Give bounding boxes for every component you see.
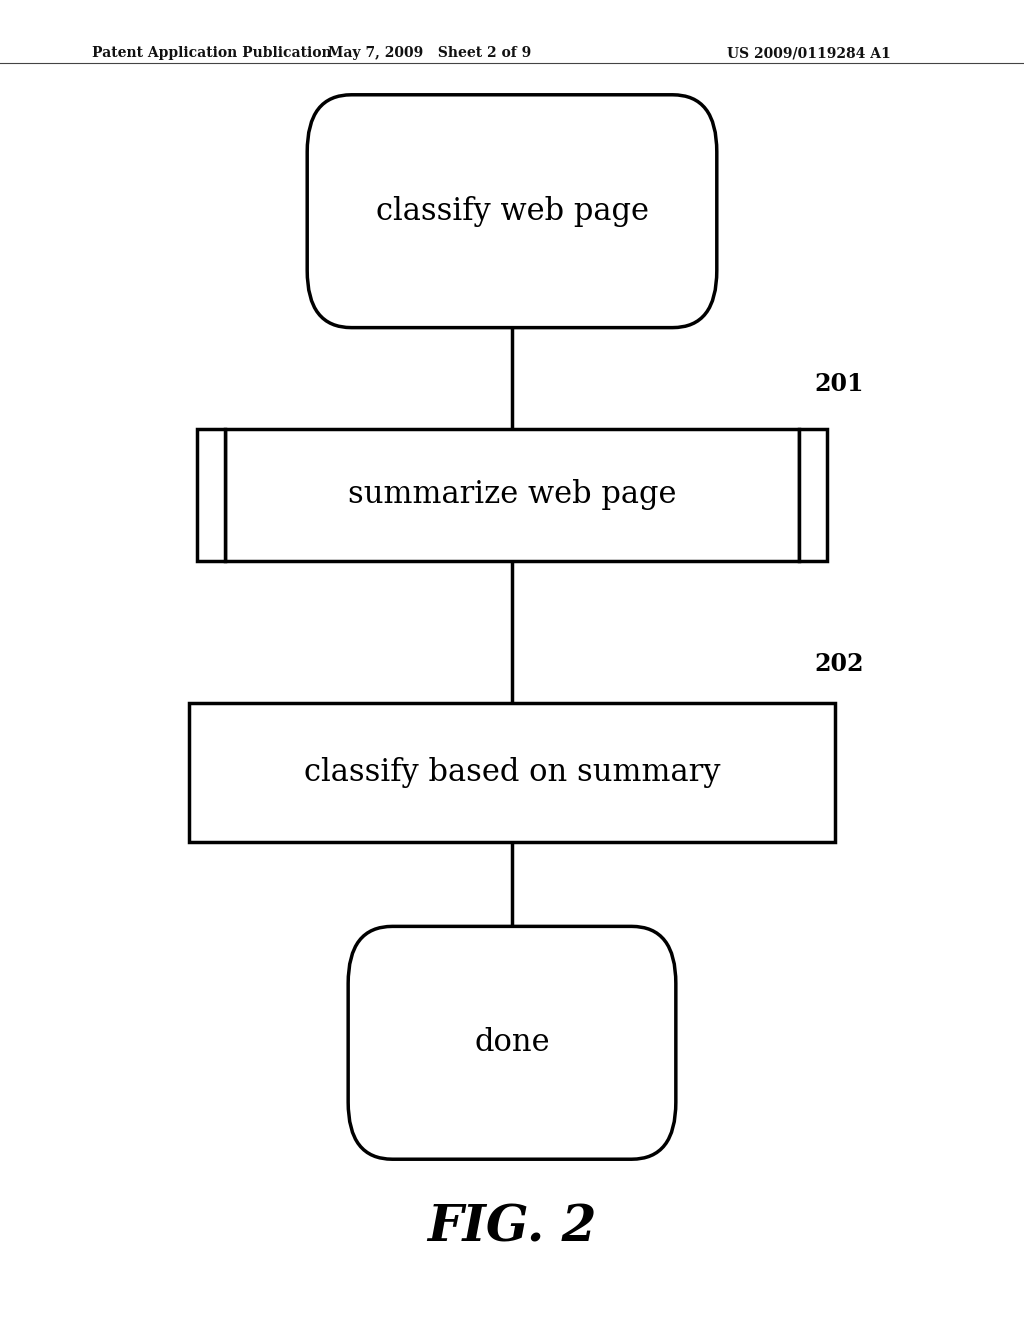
Bar: [225, 429, 799, 561]
Text: 201: 201: [814, 372, 863, 396]
Text: 202: 202: [814, 652, 863, 676]
Text: classify based on summary: classify based on summary: [304, 756, 720, 788]
Bar: [189, 704, 835, 842]
Text: FIG. 2: FIG. 2: [427, 1203, 597, 1253]
Bar: [197, 429, 225, 561]
Text: May 7, 2009   Sheet 2 of 9: May 7, 2009 Sheet 2 of 9: [329, 46, 531, 61]
Bar: [799, 429, 827, 561]
Text: US 2009/0119284 A1: US 2009/0119284 A1: [727, 46, 891, 61]
Text: done: done: [474, 1027, 550, 1059]
FancyBboxPatch shape: [348, 927, 676, 1159]
FancyBboxPatch shape: [307, 95, 717, 327]
Text: Patent Application Publication: Patent Application Publication: [92, 46, 332, 61]
Text: summarize web page: summarize web page: [348, 479, 676, 511]
Text: classify web page: classify web page: [376, 195, 648, 227]
